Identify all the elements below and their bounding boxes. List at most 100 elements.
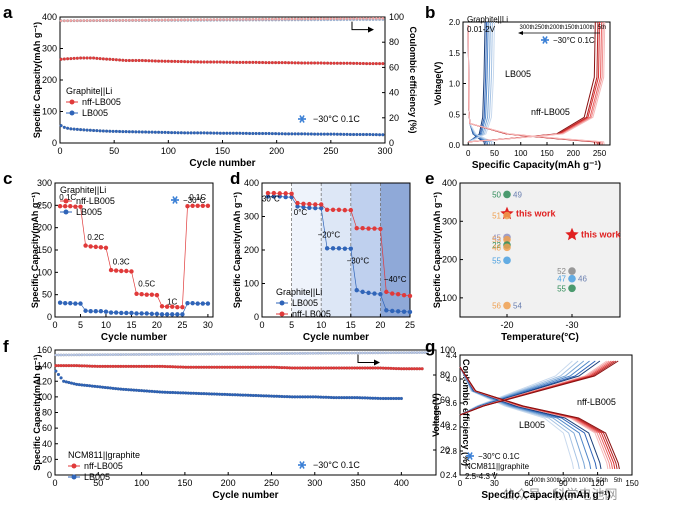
data-point-nff-LB005 [348,207,353,213]
y2-tick-label: 80 [389,37,399,47]
x-tick-label: 200 [269,146,284,156]
data-point-CE-nff-LB005 [209,18,213,22]
data-point-LB005 [342,132,346,136]
data-point-CE-nff-LB005 [170,18,174,22]
data-point-CE-nff-LB005 [322,17,326,21]
data-point-nff-LB005 [251,60,255,65]
data-point-nff-LB005 [342,61,346,65]
data-point-CE [150,352,154,356]
data-point-CE [212,352,216,356]
data-point-nff-LB005 [247,60,252,65]
data-point-CE [98,353,102,357]
data-point-nff-LB005 [160,59,164,63]
data-point-nff-LB005 [267,60,271,65]
data-point-nff-LB005 [336,207,342,212]
data-point-nff-LB005 [153,59,157,63]
data-point-LB005 [231,131,235,135]
data-point-nff-LB005 [354,226,359,231]
snowflake-icon [298,115,306,123]
data-point-LB005 [129,310,134,316]
data-point-CE [296,351,299,355]
data-point-LB005 [124,310,129,316]
data-point-nff-LB005 [129,269,134,274]
data-point-nff-LB005 [189,60,193,64]
y-tick-label: 3.2 [446,423,458,432]
x-tick-label: 20 [152,320,162,330]
snowflake-icon [541,36,549,44]
x-tick-label: 250 [264,478,279,488]
data-point-LB005 [153,130,157,134]
data-point-nff-LB005 [83,243,88,248]
data-point-CE-nff-LB005 [59,19,63,23]
data-point-LB005 [124,130,128,134]
panel-letter-b: b [425,3,435,22]
x-tick-label: 50 [93,478,103,488]
data-point-nff-LB005 [215,60,219,64]
data-point-CE-nff-LB005 [339,17,343,21]
series-label-LB005: LB005 [519,420,545,430]
data-point-CE [379,351,383,355]
data-point-CE [277,352,281,355]
data-point-LB005 [134,311,139,316]
data-point-nff-LB005 [322,61,326,65]
data-point-nff-LB005 [273,61,278,65]
data-point-LB005 [119,310,124,316]
LB005-discharge-curve [459,366,602,470]
data-point-nff-LB005 [390,291,395,296]
data-point-CE [342,351,346,355]
data-point-CE-nff-LB005 [108,18,112,22]
cycle-label: 200th [549,25,564,31]
legend-entry: LB005 [84,472,110,482]
data-point-nff-LB005 [69,56,73,61]
data-point-CE-nff-LB005 [352,17,356,20]
snowflake-arm [299,115,305,123]
data-point-LB005 [72,127,76,131]
x-tick-label: 0 [466,149,471,158]
rate-label: 1C [167,297,177,306]
data-point-CE [373,351,377,355]
LB005-charge-curve [468,21,495,143]
y-tick-label: 300 [42,44,57,54]
plot-background [460,183,620,317]
data-point-CE [360,351,364,355]
data-point-CE [327,351,331,355]
data-point-CE-nff-LB005 [69,19,73,23]
data-point-nff-LB005 [98,245,104,250]
data-point-CE [197,352,201,356]
x-tick-label: 15 [126,320,136,330]
data-point-nff-LB005 [212,60,216,64]
data-point-LB005 [69,127,73,131]
data-point-nff-LB005 [124,58,128,63]
cycle-label: 100th [578,478,593,484]
data-point-LB005 [348,246,353,251]
data-point-LB005 [271,194,277,199]
y-tick-label: 100 [42,107,57,117]
data-point-CE [415,351,419,355]
data-point-LB005 [127,130,131,134]
reference-number: 51 [492,212,501,221]
data-point-LB005 [307,205,312,210]
data-point-LB005 [176,131,180,135]
rate-label: 0.3C [113,257,130,266]
x-tick-label: 0 [57,146,62,156]
data-point-nff-LB005 [127,58,131,63]
x-axis-label: Cycle number [189,158,255,169]
plot-frame-a [59,16,386,144]
data-point-CE [301,351,305,355]
data-point-LB005 [286,132,291,136]
data-point-LB005 [342,246,348,251]
x-tick-label: 300 [377,146,392,156]
data-point-nff-LB005 [68,204,73,209]
data-point-CE [353,351,357,355]
y2-tick-label: 20 [389,113,399,123]
cycle-label: 250th [534,25,549,31]
data-point-LB005 [185,300,190,306]
data-point-LB005 [264,131,268,136]
reference-marker [568,267,576,275]
y-axis-label: Voltage(V) [433,62,443,106]
data-point-CE [160,352,164,356]
condition-label: −30°C 0.1C [313,114,360,124]
data-point-CE [288,351,292,355]
data-point-LB005 [324,246,330,251]
y-tick-label: 120 [37,376,52,386]
